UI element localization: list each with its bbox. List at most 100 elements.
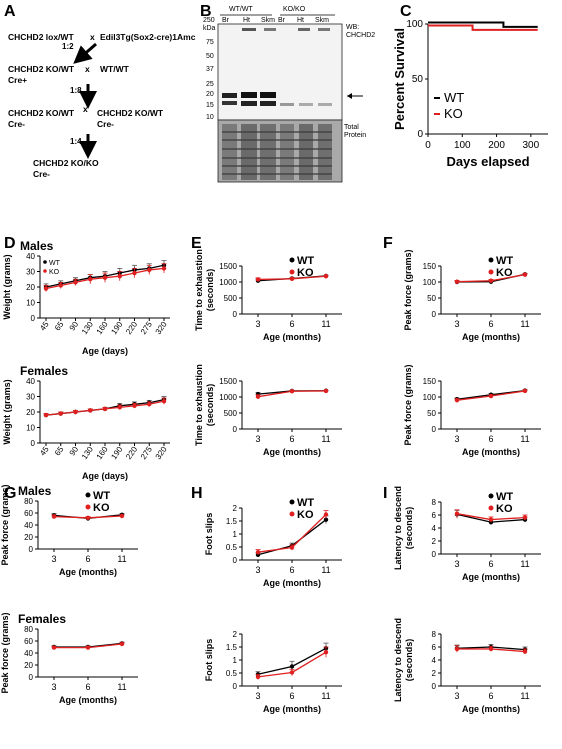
data-point	[522, 388, 528, 394]
y-tick-label: 1500	[219, 262, 237, 271]
x-tick-label: 11	[520, 691, 529, 701]
chart-title: Males	[18, 484, 52, 498]
y-tick-label: 0.5	[226, 543, 238, 552]
scheme-row3-left: CHCHD2 KO/WT	[8, 108, 75, 118]
data-point	[488, 393, 494, 399]
y-axis-label: Time to exhaustion	[194, 249, 204, 331]
y-axis-label: Latency to descend	[393, 618, 403, 702]
x-tick-label: 190	[109, 445, 124, 462]
y-tick-label: 0	[432, 550, 437, 559]
y-tick-label: 8	[432, 498, 437, 507]
marker-37: 37	[206, 66, 214, 73]
x-tick-label: 220	[124, 445, 139, 462]
data-point	[255, 394, 261, 399]
data-point	[117, 273, 122, 279]
data-point	[147, 267, 152, 273]
y-tick-label: 0	[233, 682, 238, 691]
blot-group-wt: WT/WT	[229, 6, 253, 13]
scheme-row4-sub: Cre-	[33, 169, 51, 179]
data-point	[323, 388, 329, 394]
x-tick-label: 3	[454, 434, 459, 444]
y-axis-label: Latency to descend	[393, 486, 403, 570]
x-tick-label: 0	[425, 140, 431, 151]
x-tick-label: 220	[124, 320, 139, 337]
y-tick-label: 0	[432, 425, 437, 434]
y-tick-label: 0	[432, 682, 437, 691]
scheme-row1-left: CHCHD2 lox/WT	[8, 32, 74, 42]
y-tick-label: 0	[29, 545, 34, 554]
legend-swatch	[43, 260, 47, 264]
x-axis-label: Age (days)	[82, 471, 128, 481]
y-tick-label: 0	[417, 129, 423, 140]
chart-title: Males	[20, 239, 54, 253]
legend-swatch	[85, 492, 91, 498]
marker-15: 15	[206, 102, 214, 109]
x-tick-label: 3	[255, 319, 260, 329]
survival-curve	[428, 21, 538, 28]
y-axis-label-unit: (seconds)	[404, 639, 414, 682]
x-tick-label: 6	[289, 434, 294, 444]
legend-label: WT	[297, 497, 314, 509]
legend-swatch	[289, 511, 295, 517]
scheme-row3-right-sub: Cre-	[97, 119, 115, 129]
x-tick-label: 11	[520, 559, 529, 569]
x-axis-label: Age (months)	[462, 572, 520, 582]
y-tick-label: 30	[26, 393, 35, 402]
scheme-ratio-3: 1:4	[70, 137, 82, 146]
x-tick-label: 3	[454, 691, 459, 701]
scheme-ratio-1: 1:2	[62, 42, 74, 51]
data-point	[255, 277, 261, 282]
y-axis-label-unit: (seconds)	[404, 507, 414, 550]
y-tick-label: 60	[24, 637, 33, 646]
y-tick-label: 6	[432, 643, 437, 652]
y-tick-label: 1.5	[226, 643, 238, 652]
y-tick-label: 500	[224, 294, 238, 303]
data-point	[323, 512, 329, 517]
x-tick-label: 130	[80, 445, 95, 462]
marker-50: 50	[206, 53, 214, 60]
series-ko	[255, 510, 329, 555]
data-point	[51, 645, 57, 650]
data-point	[43, 286, 49, 291]
data-point	[51, 514, 57, 519]
y-tick-label: 1000	[219, 278, 237, 287]
x-tick-label: 90	[68, 320, 81, 333]
x-tick-label: 3	[255, 434, 260, 444]
y-tick-label: 0	[31, 314, 36, 323]
y-axis-label: Weight (grams)	[2, 379, 12, 444]
legend-swatch	[85, 504, 91, 510]
y-tick-label: 500	[224, 409, 238, 418]
legend-label: WT	[444, 90, 464, 105]
series-ko	[428, 24, 538, 31]
x-tick-label: 45	[38, 445, 51, 458]
legend-swatch	[488, 269, 494, 275]
legend-label: WT	[297, 255, 314, 267]
y-axis-label: Foot slips	[204, 639, 214, 682]
marker-20: 20	[206, 91, 214, 98]
y-tick-label: 100	[423, 278, 437, 287]
y-tick-label: 20	[26, 283, 35, 292]
y-axis-label: Peak force (grams)	[0, 484, 10, 565]
data-point	[289, 670, 295, 675]
y-tick-label: 1	[233, 530, 238, 539]
x-tick-label: 6	[488, 434, 493, 444]
x-tick-label: 200	[488, 140, 505, 151]
chart-title: Females	[20, 364, 68, 378]
data-point	[147, 402, 152, 407]
data-point	[73, 409, 78, 415]
total-protein-line2: Protein	[344, 132, 367, 139]
data-point	[289, 276, 295, 281]
x-tick-label: 11	[321, 691, 330, 701]
data-point	[132, 403, 137, 408]
data-point	[161, 266, 167, 271]
data-point	[58, 411, 63, 416]
